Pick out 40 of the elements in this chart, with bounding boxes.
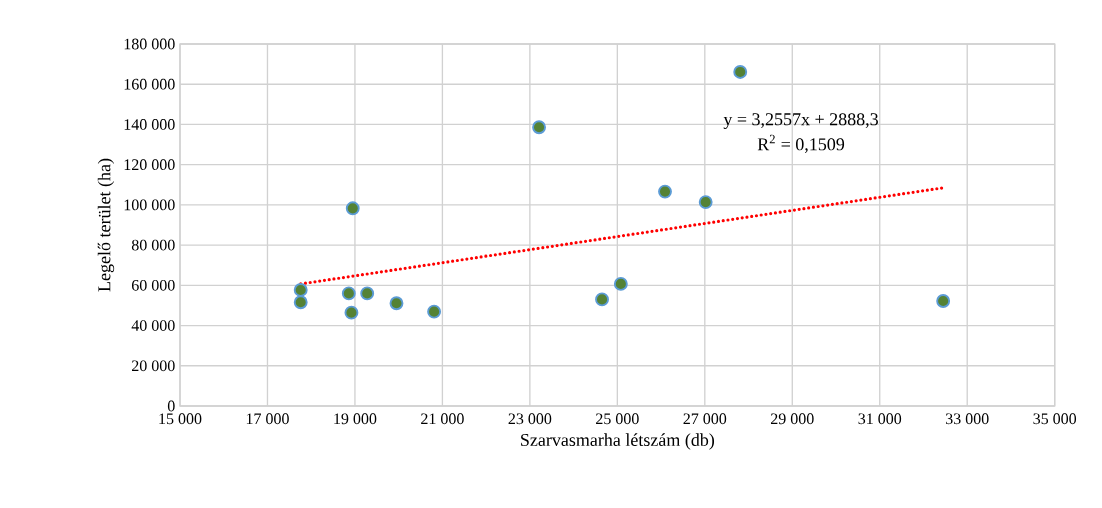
- point: [344, 305, 359, 320]
- point: [733, 65, 748, 79]
- point: [427, 304, 442, 319]
- point: [293, 295, 308, 310]
- y-tick-label: 160 000: [124, 78, 175, 90]
- x-tick-label: 35 000: [1033, 413, 1077, 425]
- y-tick-label: 40 000: [131, 320, 175, 331]
- annotation: R$^{2}$ = 0,1509: [757, 134, 845, 153]
- point: [595, 292, 609, 307]
- x-tick-label: 21 000: [421, 413, 464, 425]
- y-tick-label: 140 000: [124, 119, 175, 130]
- point: [698, 195, 713, 210]
- x-tick-label: 27 000: [683, 413, 727, 425]
- y-tick-label: 0: [167, 400, 175, 412]
- y-axis-title: Legelő terület (ha): [97, 158, 115, 292]
- x-tick-label: 15 000: [159, 413, 202, 425]
- point: [389, 296, 404, 311]
- y-tick-label: 120 000: [124, 159, 175, 171]
- y-tick-label: 100 000: [124, 199, 175, 211]
- point: [293, 283, 308, 297]
- point: [658, 184, 672, 199]
- x-tick-label: 23 000: [508, 413, 552, 425]
- x-tick-label: 19 000: [334, 413, 377, 425]
- y-tick-label: 180 000: [124, 38, 175, 50]
- y-tick-label: 20 000: [132, 360, 175, 372]
- y-tick-label: 80 000: [131, 239, 175, 251]
- point: [360, 286, 375, 301]
- annotation: y = 3,2557x + 2888,3: [723, 113, 878, 130]
- x-tick-label: 31 000: [858, 413, 902, 425]
- x-tick-label: 33 000: [945, 413, 989, 425]
- x-tick-label: 17 000: [246, 413, 289, 425]
- y-tick-label: 60 000: [131, 279, 175, 291]
- x-axis-title: Szarvasmarha létszám (db): [521, 433, 715, 450]
- x-tick-label: 25 000: [596, 413, 639, 425]
- x-tick-label: 29 000: [770, 413, 814, 425]
- point: [345, 201, 360, 216]
- point: [532, 120, 546, 135]
- point: [613, 276, 628, 291]
- point: [936, 294, 951, 308]
- point: [341, 286, 356, 301]
